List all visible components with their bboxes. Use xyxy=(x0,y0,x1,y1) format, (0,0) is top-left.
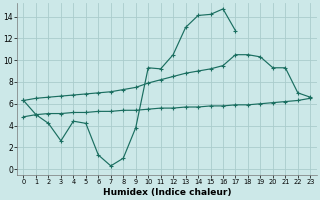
X-axis label: Humidex (Indice chaleur): Humidex (Indice chaleur) xyxy=(103,188,231,197)
